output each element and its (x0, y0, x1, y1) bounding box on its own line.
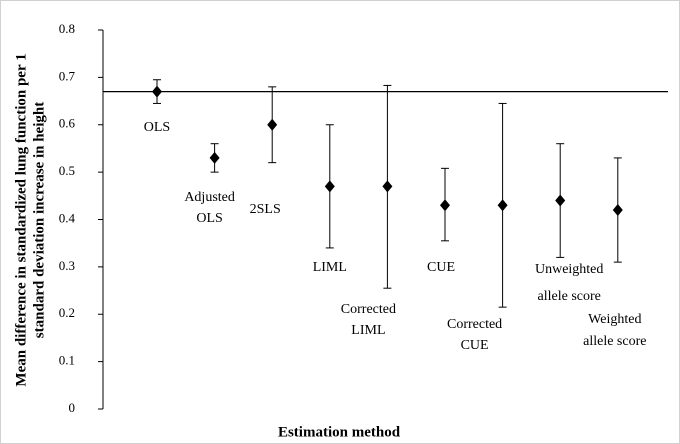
x-axis-label: Estimation method (278, 424, 401, 440)
marker (612, 204, 623, 217)
category-label: allele score (583, 334, 646, 349)
y-tick-label: 0.2 (59, 305, 75, 320)
category-label: LIML (351, 323, 385, 338)
y-tick-label: 0.5 (59, 163, 75, 178)
y-tick-label: 0.8 (59, 21, 75, 36)
category-label: CUE (427, 260, 455, 275)
marker (555, 194, 566, 207)
y-axis-label-line: standard deviation increase in height (31, 102, 47, 338)
marker (152, 85, 162, 98)
y-axis-label: Mean difference in standardized lung fun… (13, 53, 47, 386)
y-axis-label-line: Mean difference in standardized lung fun… (13, 53, 29, 386)
marker (497, 199, 508, 212)
category-label: Corrected (447, 317, 502, 332)
y-tick-label: 0.6 (59, 116, 76, 131)
category-label: OLS (144, 120, 170, 135)
category-label: Corrected (341, 302, 396, 317)
category-label: allele score (538, 289, 601, 304)
marker (324, 180, 335, 193)
category-label: OLS (196, 211, 222, 226)
y-tick-label: 0.1 (59, 353, 75, 368)
y-tick-label: 0 (69, 400, 76, 415)
category-label: Weighted (588, 312, 641, 327)
category-label: Unweighted (535, 262, 603, 277)
marker (267, 118, 278, 131)
y-tick-label: 0.7 (59, 68, 76, 83)
marker (382, 180, 393, 193)
marker (209, 151, 220, 164)
category-label: Adjusted (184, 190, 235, 205)
category-label: LIML (313, 260, 347, 275)
y-tick-label: 0.4 (59, 210, 76, 225)
y-tick-label: 0.3 (59, 258, 75, 273)
marker (440, 199, 450, 212)
category-label: 2SLS (250, 202, 281, 217)
category-label: CUE (461, 338, 489, 353)
